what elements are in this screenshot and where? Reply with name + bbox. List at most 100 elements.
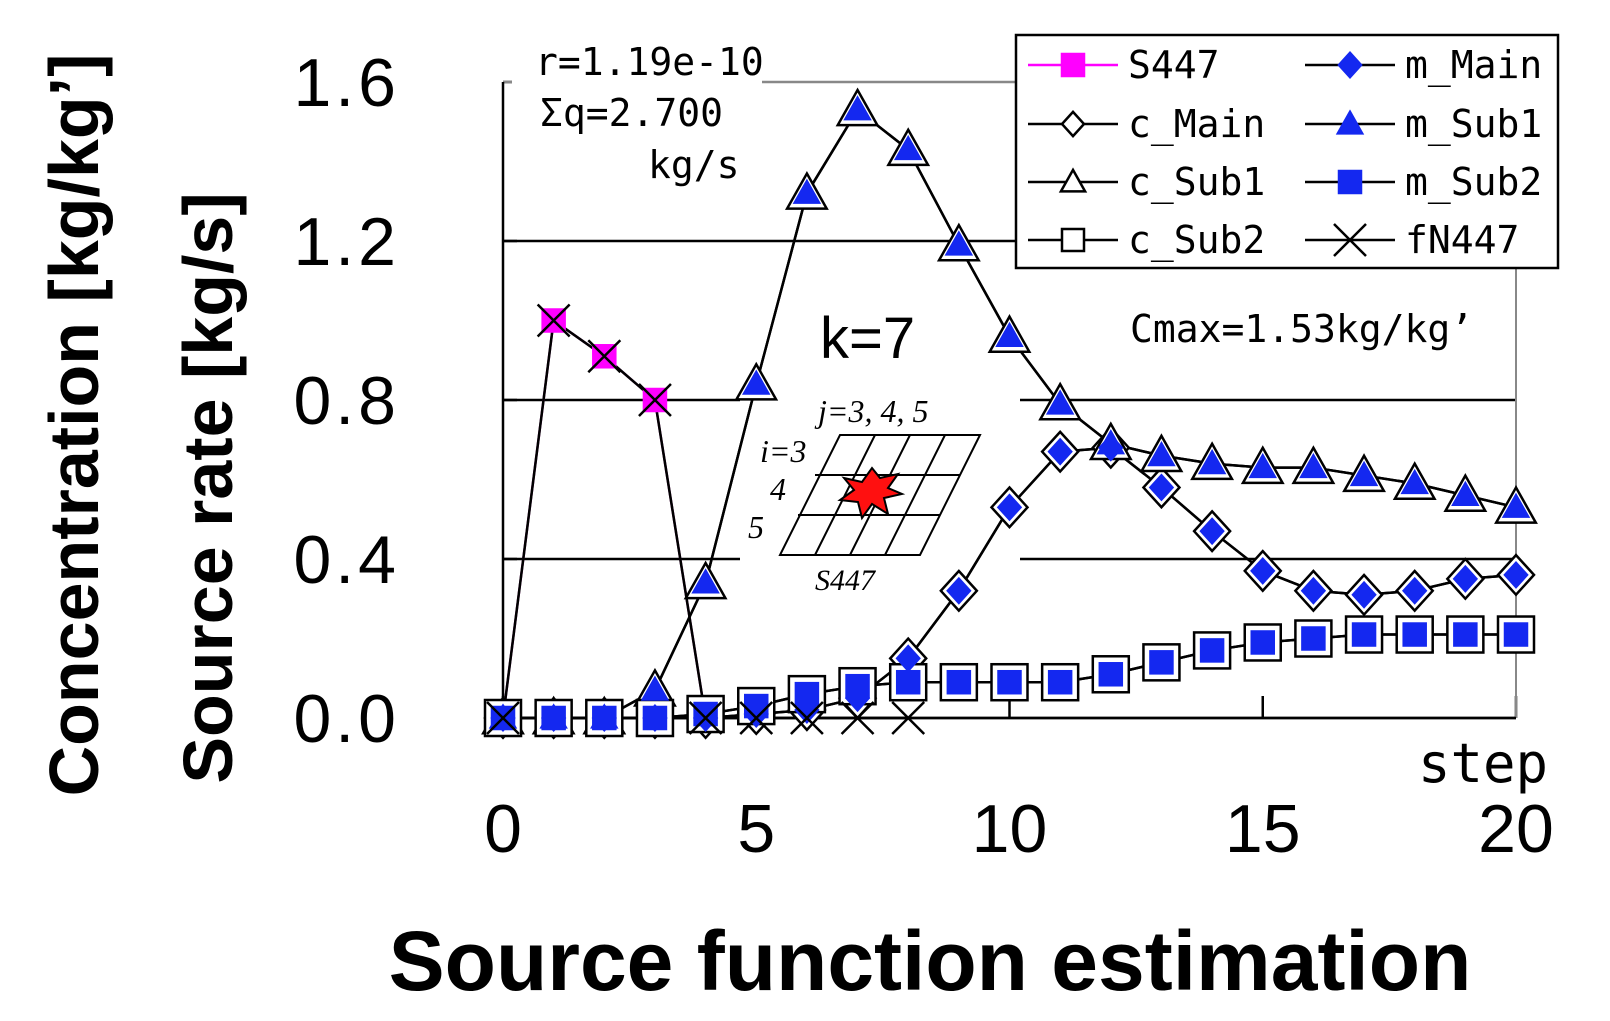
marker bbox=[1047, 437, 1073, 466]
marker bbox=[1351, 622, 1377, 647]
marker bbox=[691, 568, 720, 594]
marker bbox=[1402, 576, 1428, 605]
inset-label: i=3 bbox=[760, 433, 806, 469]
marker bbox=[1402, 622, 1427, 647]
x-axis-label: step bbox=[1418, 732, 1548, 795]
marker bbox=[693, 701, 718, 727]
annotation-bg bbox=[1120, 300, 1470, 350]
marker bbox=[843, 95, 872, 121]
marker bbox=[1147, 441, 1176, 467]
marker bbox=[536, 303, 571, 338]
marker bbox=[1453, 622, 1478, 647]
x-tick-label: 15 bbox=[1225, 791, 1301, 867]
marker bbox=[1301, 626, 1326, 651]
inset-label: 5 bbox=[748, 509, 764, 545]
marker bbox=[638, 383, 672, 417]
marker bbox=[1503, 622, 1529, 647]
marker bbox=[587, 339, 622, 374]
x-tick-label: 0 bbox=[484, 791, 522, 867]
marker bbox=[1148, 473, 1175, 502]
marker bbox=[1400, 468, 1429, 495]
marker bbox=[1337, 169, 1363, 195]
marker bbox=[845, 673, 870, 699]
marker bbox=[1452, 564, 1479, 593]
y-tick-label: 0.4 bbox=[293, 522, 400, 598]
marker bbox=[893, 134, 923, 161]
marker bbox=[1299, 452, 1328, 479]
x-tick-label: 5 bbox=[737, 791, 775, 867]
marker bbox=[1501, 492, 1531, 518]
marker bbox=[1199, 517, 1225, 546]
legend-box bbox=[1014, 33, 1560, 270]
y-tick-label: 0.0 bbox=[293, 681, 400, 757]
legend-label: c_Sub2 bbox=[1128, 218, 1265, 263]
marker bbox=[794, 681, 820, 707]
marker bbox=[1149, 650, 1174, 675]
marker bbox=[790, 701, 824, 735]
inset-label: S447 bbox=[815, 564, 877, 597]
legend-label: fN447 bbox=[1405, 218, 1519, 262]
marker bbox=[1300, 576, 1327, 605]
marker bbox=[997, 669, 1022, 695]
marker bbox=[1351, 580, 1377, 609]
y-tick-label: 1.6 bbox=[293, 45, 400, 121]
marker bbox=[946, 669, 972, 695]
marker bbox=[1250, 556, 1276, 585]
y-axis-label: Concentration [kg/kg’] bbox=[35, 54, 113, 797]
inset-label: j=3, 4, 5 bbox=[814, 393, 928, 429]
legend-label: c_Sub1 bbox=[1128, 160, 1265, 205]
marker bbox=[1337, 51, 1363, 79]
inset-grid bbox=[778, 434, 982, 556]
marker bbox=[1058, 167, 1088, 193]
chart-title: Source function estimation bbox=[389, 914, 1472, 1008]
marker bbox=[1333, 223, 1367, 257]
legend-label: m_Main bbox=[1405, 43, 1542, 88]
marker bbox=[1060, 52, 1086, 78]
y-tick-label: 1.2 bbox=[293, 204, 400, 280]
plot bbox=[481, 87, 1538, 740]
marker bbox=[1199, 638, 1225, 663]
marker bbox=[1047, 669, 1073, 695]
marker bbox=[1248, 452, 1277, 479]
marker bbox=[642, 705, 668, 731]
marker bbox=[1098, 662, 1124, 687]
inset-label: 4 bbox=[770, 471, 786, 507]
marker bbox=[486, 701, 520, 735]
annotation: Σq=2.700 bbox=[540, 91, 723, 135]
y-axis-label: Source rate [kg/s] bbox=[169, 192, 247, 783]
marker bbox=[996, 493, 1023, 522]
legend-label: m_Sub1 bbox=[1405, 102, 1542, 147]
marker bbox=[1451, 480, 1480, 506]
marker bbox=[1335, 109, 1365, 135]
marker bbox=[840, 701, 875, 735]
source-burst bbox=[837, 466, 906, 521]
marker bbox=[742, 369, 771, 395]
marker bbox=[946, 576, 972, 605]
annotation: k=7 bbox=[820, 306, 915, 371]
marker bbox=[592, 705, 617, 731]
marker bbox=[744, 693, 769, 719]
marker bbox=[640, 675, 670, 701]
marker bbox=[1197, 448, 1227, 475]
marker bbox=[688, 701, 723, 735]
marker bbox=[891, 701, 926, 735]
marker bbox=[1096, 429, 1126, 455]
legend: S447 c_Main c_Sub1 c_Sub2 m_Main m_Sub1 m_Sub2… bbox=[1028, 43, 1542, 263]
legend-label: m_Sub2 bbox=[1405, 160, 1542, 205]
marker bbox=[739, 701, 774, 735]
x-tick-label: 10 bbox=[972, 791, 1048, 867]
marker bbox=[1250, 630, 1275, 655]
marker bbox=[895, 669, 921, 695]
annotation-bg bbox=[512, 40, 762, 190]
legend-label: c_Main bbox=[1128, 102, 1265, 147]
legend-label: S447 bbox=[1128, 43, 1220, 87]
marker bbox=[995, 321, 1024, 347]
annotation: r=1.19e-10 bbox=[535, 40, 764, 84]
annotation: kg/s bbox=[648, 143, 740, 187]
y-tick-label: 0.8 bbox=[293, 363, 400, 439]
marker bbox=[541, 705, 566, 731]
marker bbox=[1045, 389, 1075, 415]
marker bbox=[1503, 560, 1529, 589]
marker bbox=[792, 178, 822, 204]
